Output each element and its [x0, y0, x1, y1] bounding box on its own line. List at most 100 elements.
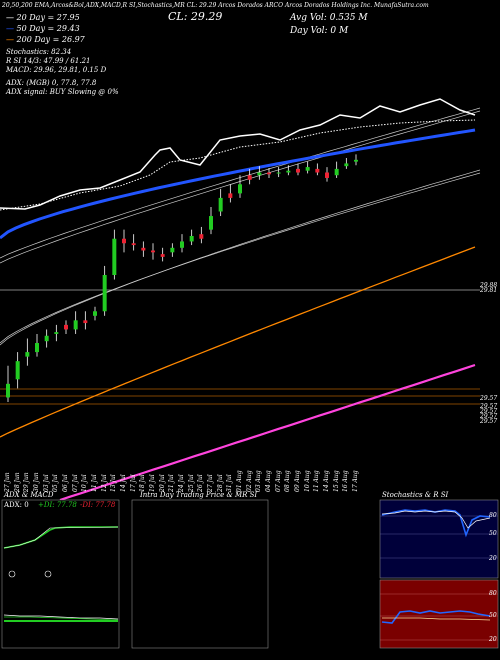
candle-body — [218, 197, 223, 212]
date-tick: 29 Jun — [23, 472, 31, 492]
date-tick: 17 Jul — [129, 474, 137, 492]
candle-body — [122, 238, 126, 244]
ma20-label: — 20 Day = 27.95 — [6, 13, 80, 22]
candle-body — [180, 241, 184, 248]
date-tick: 24 Jul — [178, 474, 185, 492]
rsi-value: R SI 14/3: 47.99 / 61.21 — [6, 57, 91, 65]
date-tick: 08 Aug — [284, 470, 292, 492]
candle-body — [54, 332, 59, 334]
candle-body — [296, 168, 300, 173]
intraday-panel — [131, 499, 269, 649]
candle-body — [170, 247, 175, 253]
adx-signal: ADX signal: BUY Slowing @ 0% — [6, 88, 119, 96]
adx-marker — [8, 570, 16, 578]
date-tick: 05 Jul — [52, 474, 60, 492]
date-tick: 27 Jul — [207, 474, 214, 492]
date-tick: 15 Aug — [332, 470, 340, 492]
candle-body — [315, 168, 320, 173]
band-upper-line — [0, 169, 481, 346]
price-label: 29.88 — [480, 282, 498, 289]
price-label: 29.57 — [480, 413, 498, 420]
date-tick: 28 Jun — [13, 472, 21, 492]
candle-body — [131, 243, 136, 246]
candle-body — [276, 172, 281, 174]
price-label: 29.57 — [480, 403, 498, 410]
price-label: 29.57 — [480, 418, 498, 425]
adx-macd-title: ADX & MACD — [4, 491, 54, 499]
stoch-tick-20: 20 — [489, 555, 497, 562]
date-tick: 03 Aug — [255, 470, 263, 492]
band-upper-line-2 — [0, 172, 481, 344]
date-tick: 31 Jul — [226, 474, 234, 492]
candle-body — [73, 320, 78, 330]
adx-marker — [44, 570, 52, 578]
macd-value: MACD: 29.96, 29.81, 0.15 D — [6, 66, 107, 74]
stoch-d-line — [381, 510, 491, 529]
ema50-line — [0, 128, 476, 240]
candle-body — [112, 238, 117, 275]
candle-body — [228, 193, 233, 198]
date-tick: 11 Aug — [313, 470, 321, 492]
top-strip: 20,50,200 EMA,Arcos&Bol,ADX,MACD,R SI,St… — [2, 2, 429, 9]
stoch-panel — [379, 499, 499, 579]
candle-body — [334, 168, 339, 176]
date-tick: 16 Aug — [342, 470, 350, 492]
candle-body — [257, 172, 262, 176]
date-tick: 25 Jul — [187, 474, 195, 492]
price-line — [0, 98, 476, 210]
date-tick: 11 Jul — [91, 474, 98, 492]
pink-line — [59, 363, 476, 500]
date-tick: 18 Jul — [139, 474, 147, 492]
date-tick: 10 Jul — [81, 474, 89, 492]
candle-body — [141, 247, 146, 251]
candle-body — [25, 352, 30, 357]
date-tick: 14 Jul — [120, 474, 127, 492]
close-label: CL: 29.29 — [168, 10, 223, 23]
date-tick: 06 Jul — [62, 474, 69, 492]
candle-body — [64, 324, 68, 330]
candle-body — [267, 172, 271, 175]
ma200-label: — 200 Day = 26.97 — [6, 35, 85, 44]
candle-body — [199, 234, 204, 239]
avg-volume: Avg Vol: 0.535 M — [290, 13, 368, 23]
adx-value: ADX: (MGB) 0, 77.8, 77.8 — [6, 79, 97, 87]
day-volume: Day Vol: 0 M — [290, 26, 349, 36]
candle-body — [15, 361, 20, 380]
date-tick: 12 Jul — [100, 474, 108, 492]
date-tick: 14 Aug — [323, 470, 330, 492]
date-tick: 28 Jul — [216, 474, 224, 492]
price-label: 29.57 — [480, 395, 498, 402]
intraday-title: Intra Day Trading Price & MR SI — [140, 491, 258, 499]
date-tick: 20 Jul — [158, 474, 166, 492]
candle-body — [151, 250, 155, 253]
adx-panel-plus-di: +DI: 77.78 — [38, 501, 77, 509]
adx-panel-minus-di: -DI: 77.78 — [80, 501, 116, 509]
candle-body — [93, 311, 97, 316]
adx-plus-di-line — [3, 526, 118, 549]
candle-body — [6, 383, 10, 398]
date-tick: 07 Aug — [274, 470, 282, 492]
rsi-panel — [379, 579, 499, 649]
candle-body — [354, 159, 358, 162]
macd-line — [3, 614, 119, 620]
adx-panel — [1, 499, 120, 649]
candle-body — [286, 170, 291, 173]
candle-body — [102, 275, 107, 312]
rsi-tick-20: 20 — [489, 636, 497, 643]
stoch-k-line — [381, 509, 491, 538]
date-tick: 01 Aug — [236, 470, 243, 492]
date-tick: 04 Aug — [265, 470, 272, 492]
price-label: 29.57 — [480, 408, 498, 415]
stochastics-value: Stochastics: 82.34 — [6, 48, 72, 56]
rsi-line — [381, 610, 491, 624]
price-chart — [0, 98, 481, 500]
date-tick: 03 Jul — [42, 474, 50, 492]
date-tick: 26 Jul — [197, 474, 205, 492]
ema200-line — [0, 246, 476, 438]
adx-line — [3, 526, 119, 549]
mr-line — [382, 617, 491, 621]
rsi-tick-80: 80 — [489, 590, 497, 597]
candle-body — [325, 172, 329, 178]
date-tick: 27 Jun — [4, 472, 11, 492]
candle-body — [160, 254, 165, 257]
